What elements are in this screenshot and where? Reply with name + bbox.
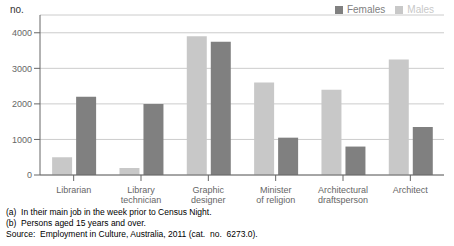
svg-text:Ministerof religion: Ministerof religion	[256, 185, 295, 205]
svg-text:0: 0	[27, 170, 32, 180]
html-text:(b) Persons aged 15 years and: (b) Persons aged 15 years and over.	[6, 218, 146, 228]
html-text:no.: no.	[10, 4, 24, 15]
svg-text:4000: 4000	[12, 28, 32, 38]
svg-text:Librarian: Librarian	[56, 185, 91, 195]
svg-text:3000: 3000	[12, 64, 32, 74]
svg-text:Architecturaldraftsperson: Architecturaldraftsperson	[318, 185, 368, 205]
svg-text:1000: 1000	[12, 135, 32, 145]
html-text:Females: Females	[347, 4, 386, 15]
svg-text:2000: 2000	[12, 99, 32, 109]
html-text:(a) In their main job in the w: (a) In their main job in the week prior …	[6, 207, 212, 217]
svg-text:Librarytechnician: Librarytechnician	[121, 185, 162, 205]
html-text:Males: Males	[407, 4, 434, 15]
svg-text:Architect: Architect	[393, 185, 429, 195]
svg-text:Graphicdesigner: Graphicdesigner	[191, 185, 226, 205]
html-text:Source: Employment in Culture,: Source: Employment in Culture, Australia…	[6, 229, 258, 239]
